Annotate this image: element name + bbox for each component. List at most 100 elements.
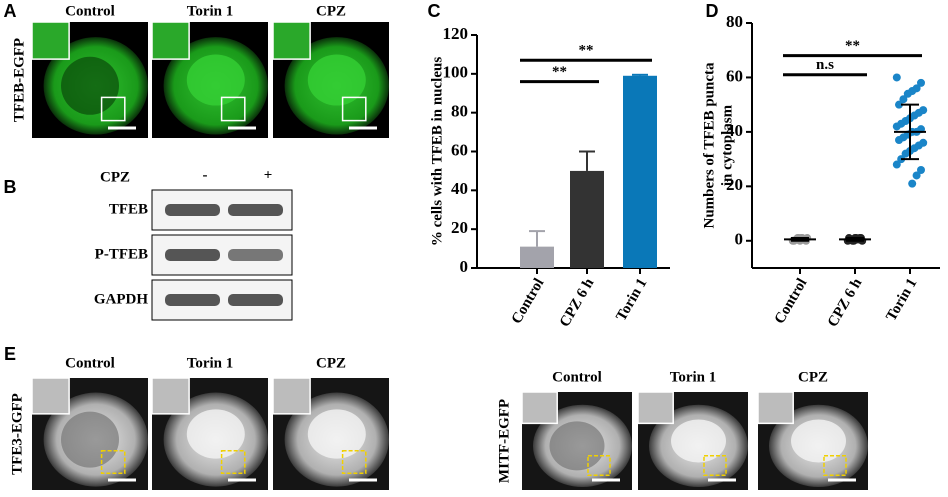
row-label: MITF-EGFP — [496, 399, 512, 483]
roi — [100, 96, 126, 122]
micrograph — [151, 21, 268, 138]
panel-label: A — [4, 1, 17, 21]
roi — [823, 454, 847, 477]
image-title: CPZ — [316, 3, 346, 19]
point — [901, 149, 910, 158]
micrograph — [521, 391, 632, 490]
inset — [272, 377, 311, 415]
nucleus — [61, 56, 119, 115]
image-title: Torin 1 — [187, 3, 234, 19]
panel-label: E — [4, 344, 16, 364]
panel-label: D — [706, 1, 719, 21]
y-axis-label: % cells with TFEB in nucleus — [429, 57, 445, 247]
bar — [623, 75, 657, 269]
y-tick-label: 60 — [726, 66, 743, 85]
y-axis-label: in cytoplasm — [719, 104, 735, 186]
y-axis-label: Numbers of TFEB puncta — [701, 62, 717, 228]
x-tick-label: Torin 1 — [883, 276, 920, 324]
inset — [757, 391, 794, 425]
y-tick-label: 20 — [726, 175, 743, 194]
micrograph — [31, 21, 148, 138]
nucleus — [186, 54, 245, 106]
panel-label: B — [4, 177, 17, 197]
bar — [570, 170, 604, 268]
row-label: GAPDH — [94, 291, 148, 307]
nucleus — [186, 409, 245, 459]
x-tick-label: Torin 1 — [613, 276, 650, 324]
roi — [220, 450, 246, 474]
significance-label: ** — [552, 64, 567, 80]
y-tick-label: 0 — [460, 257, 469, 276]
micrograph — [637, 391, 748, 490]
roi — [703, 454, 727, 477]
point — [895, 100, 903, 109]
micrograph — [151, 377, 268, 490]
image-title: CPZ — [316, 355, 346, 371]
x-tick-label: CPZ 6 h — [557, 275, 598, 330]
point — [917, 78, 925, 87]
significance-label: n.s — [816, 57, 834, 73]
point — [899, 95, 908, 104]
inset — [31, 377, 70, 415]
band — [165, 204, 220, 216]
micrograph — [31, 377, 148, 490]
x-tick-label: Control — [772, 276, 811, 327]
roi — [220, 96, 246, 122]
inset — [151, 21, 190, 60]
y-tick-label: 120 — [443, 24, 469, 43]
point — [908, 179, 917, 188]
panel-label: C — [428, 1, 441, 21]
point — [892, 160, 901, 169]
row-label: P-TFEB — [95, 246, 148, 262]
image-title: CPZ — [798, 369, 828, 385]
roi — [341, 450, 367, 474]
micrograph — [272, 21, 389, 138]
x-tick-label: CPZ 6 h — [825, 275, 866, 330]
inset — [272, 21, 311, 60]
significance-label: ** — [845, 38, 860, 54]
y-tick-label: 60 — [451, 140, 468, 159]
y-tick-label: 80 — [451, 102, 468, 121]
lane-label: + — [264, 167, 273, 183]
nucleus — [61, 411, 119, 468]
roi — [100, 450, 126, 474]
image-title: Control — [65, 3, 115, 19]
band — [228, 204, 283, 216]
point — [912, 171, 921, 180]
nucleus — [307, 409, 366, 459]
nucleus — [549, 421, 605, 471]
row-label: TFEB-EGFP — [11, 38, 27, 122]
y-tick-label: 80 — [726, 12, 743, 31]
band — [228, 294, 283, 306]
roi — [341, 96, 367, 122]
nucleus — [671, 419, 726, 463]
y-tick-label: 0 — [735, 230, 744, 249]
point — [917, 166, 925, 174]
nucleus — [791, 419, 846, 463]
y-tick-label: 40 — [451, 179, 468, 198]
inset — [31, 21, 70, 60]
micrograph — [272, 377, 389, 490]
y-tick-label: 100 — [443, 63, 469, 82]
point — [895, 136, 903, 145]
image-title: Control — [552, 369, 602, 385]
inset — [637, 391, 674, 425]
significance-label: ** — [579, 43, 594, 59]
point — [892, 122, 901, 131]
image-title: Torin 1 — [187, 355, 234, 371]
row-label: TFE3-EGFP — [9, 393, 25, 475]
roi — [587, 454, 611, 477]
bar — [520, 246, 554, 268]
treatment-label: CPZ — [100, 169, 130, 185]
inset — [521, 391, 558, 425]
nucleus — [307, 54, 366, 106]
y-tick-label: 20 — [451, 218, 468, 237]
band — [165, 249, 220, 261]
micrograph — [757, 391, 868, 490]
image-title: Control — [65, 355, 115, 371]
inset — [151, 377, 190, 415]
point — [903, 89, 912, 98]
band — [228, 249, 283, 261]
lane-label: - — [203, 167, 208, 183]
